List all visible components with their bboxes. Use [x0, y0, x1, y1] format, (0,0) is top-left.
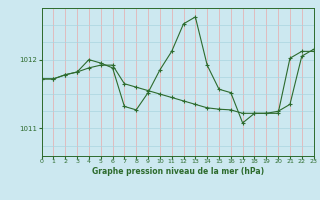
X-axis label: Graphe pression niveau de la mer (hPa): Graphe pression niveau de la mer (hPa) [92, 167, 264, 176]
